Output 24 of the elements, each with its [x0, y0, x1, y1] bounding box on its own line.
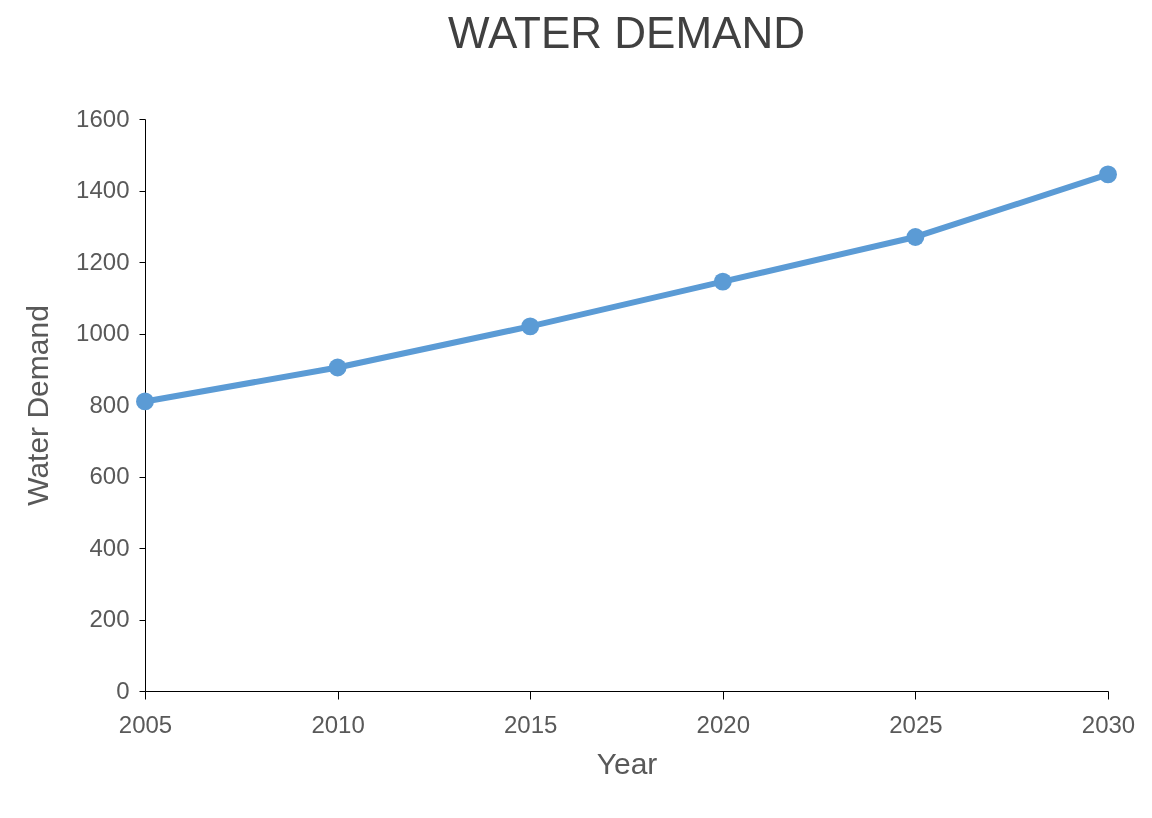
y-tick-label: 200 [89, 605, 130, 632]
y-tick-label: 1400 [76, 176, 130, 203]
y-tick-label: 800 [89, 390, 130, 418]
x-tick-label: 2010 [311, 710, 365, 738]
chart-title: WATER DEMAND [448, 8, 805, 57]
y-tick-label: 600 [89, 462, 130, 489]
point [328, 358, 347, 377]
point [521, 317, 540, 336]
y-tick-label: 400 [89, 533, 130, 561]
y-tick-label: 1200 [76, 247, 130, 275]
y-tick-label: 1600 [76, 104, 130, 132]
x-tick-label: 2030 [1081, 710, 1136, 738]
x-tick-label: 2005 [118, 710, 173, 738]
point [1099, 165, 1117, 184]
point [713, 272, 732, 291]
x-tick-label: 2015 [504, 710, 558, 738]
y-tick-label: 0 [116, 676, 130, 704]
x-axis-title: Year [596, 746, 658, 780]
x-tick-label: 2025 [889, 710, 943, 738]
y-tick-label: 1000 [76, 319, 130, 346]
point [906, 228, 925, 246]
x-tick-label: 2020 [696, 710, 750, 738]
y-axis-title: Water Demand [21, 305, 55, 506]
point [136, 392, 154, 411]
